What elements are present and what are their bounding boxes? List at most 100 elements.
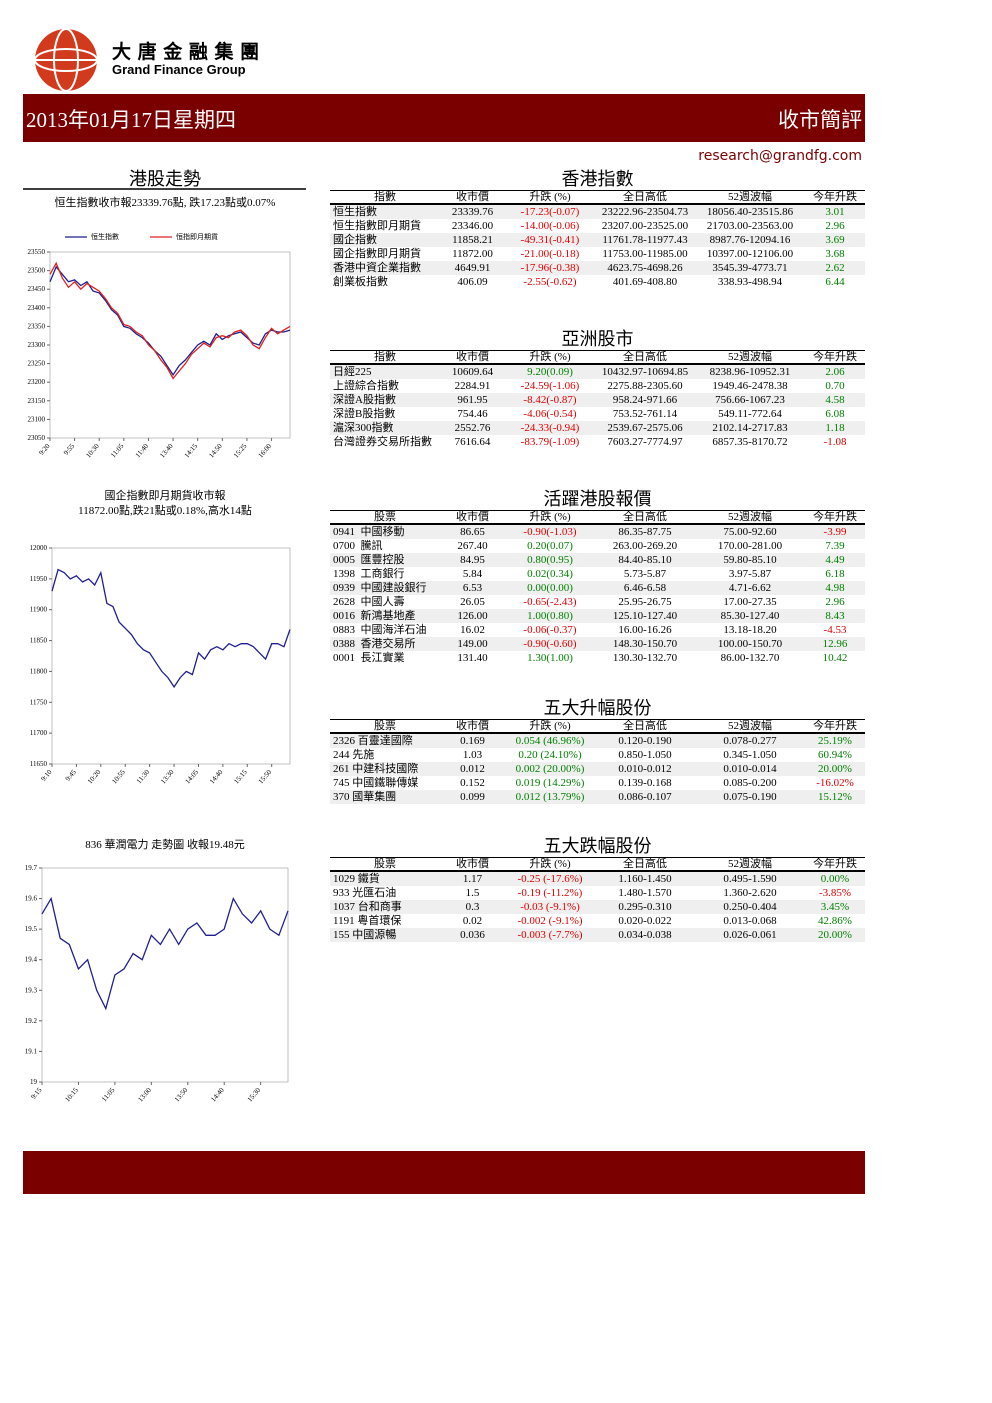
y-tick-label: 19.1 bbox=[25, 1047, 38, 1055]
header-row: 指數 收市價 升跌 (%) 全日高低 52週波幅 今年升跌 bbox=[330, 350, 865, 365]
table-cell: 0.250-0.404 bbox=[695, 900, 805, 914]
x-tick-label: 9:15 bbox=[29, 1086, 43, 1101]
table-row: 滬深300指數 2552.76 -24.33(-0.94) 2539.67-2575.… bbox=[330, 421, 865, 435]
table-cell: 0.020-0.022 bbox=[618, 915, 672, 927]
table-cell: 1.03 bbox=[462, 749, 483, 761]
table-cell: 2.96 bbox=[825, 596, 845, 608]
table-row: 0388 香港交易所 149.00 -0.90(-0.60) 148.30-150.7… bbox=[330, 637, 865, 651]
table-cell: 401.69-408.80 bbox=[612, 276, 678, 288]
table-cell: 1.30(1.00) bbox=[527, 652, 573, 664]
y-tick-label: 19.3 bbox=[25, 986, 38, 994]
table-cell: 0.086-0.107 bbox=[595, 790, 695, 804]
x-tick-label: 13:30 bbox=[159, 768, 176, 786]
table-row: 745 中國鐵聯傳媒 0.152 0.019 (14.29%) 0.139-0.168… bbox=[330, 776, 865, 790]
table-cell: 香港中資企業指數 bbox=[330, 261, 440, 275]
table-cell: 261 中建科技國際 bbox=[330, 762, 440, 776]
column-header: 全日高低 bbox=[595, 350, 695, 365]
table-cell: 11858.21 bbox=[440, 233, 505, 247]
header-row: 股票 收市價 升跌 (%) 全日高低 52週波幅 今年升跌 bbox=[330, 857, 865, 872]
table-cell: 2628 中國人壽 bbox=[333, 596, 405, 608]
table-cell: 0.70 bbox=[825, 380, 845, 392]
header-band bbox=[23, 94, 865, 142]
table-row: 0001 長江實業 131.40 1.30(1.00) 130.30-132.70 86… bbox=[330, 651, 865, 665]
table-cell: 20.00% bbox=[805, 928, 865, 942]
x-tick-label: 9:20 bbox=[37, 442, 51, 457]
table-cell: 1029 鐵貨 bbox=[330, 871, 440, 886]
table-row: 155 中國源暢 0.036 -0.003 (-7.7%) 0.034-0.038 0.… bbox=[330, 928, 865, 942]
x-tick-label: 10:30 bbox=[84, 442, 101, 460]
y-tick-label: 19 bbox=[30, 1078, 38, 1086]
series-line bbox=[51, 568, 291, 689]
x-tick-label: 13:00 bbox=[136, 1086, 153, 1104]
table-cell: 2284.91 bbox=[454, 380, 491, 392]
table-cell: 100.00-150.70 bbox=[695, 637, 805, 651]
y-tick-label: 11950 bbox=[30, 575, 48, 583]
x-tick-label: 15:25 bbox=[232, 442, 249, 460]
table-cell: -83.79(-1.09) bbox=[520, 436, 580, 448]
y-tick-label: 19.5 bbox=[25, 925, 38, 933]
column-header: 收市價 bbox=[440, 857, 505, 872]
y-tick-label: 11900 bbox=[30, 606, 48, 614]
table-cell: 84.40-85.10 bbox=[595, 553, 695, 567]
table-cell: 3.69 bbox=[805, 233, 865, 247]
table-cell: 2.06 bbox=[805, 364, 865, 379]
y-tick-label: 23300 bbox=[28, 341, 46, 349]
y-tick-label: 11700 bbox=[30, 729, 48, 737]
plot-frame bbox=[51, 547, 291, 765]
y-tick-label: 19.7 bbox=[25, 864, 38, 872]
table-cell: 130.30-132.70 bbox=[612, 652, 678, 664]
table-cell: 0.075-0.190 bbox=[695, 790, 805, 804]
y-tick-label: 23350 bbox=[28, 322, 46, 330]
column-header: 今年升跌 bbox=[805, 719, 865, 734]
table-cell: 86.35-87.75 bbox=[595, 524, 695, 539]
table-cell: 0.495-1.590 bbox=[695, 871, 805, 886]
table-cell: 753.52-761.14 bbox=[612, 408, 678, 420]
column-header: 今年升跌 bbox=[805, 190, 865, 205]
header-row: 指數 收市價 升跌 (%) 全日高低 52週波幅 今年升跌 bbox=[330, 190, 865, 205]
table-cell: -21.00(-0.18) bbox=[520, 248, 580, 260]
table-cell: 25.95-26.75 bbox=[618, 596, 672, 608]
table-cell: 75.00-92.60 bbox=[695, 524, 805, 539]
x-tick-label: 10:20 bbox=[86, 768, 103, 786]
table-cell: 國企指數 bbox=[330, 233, 440, 247]
table-cell: -8.42(-0.87) bbox=[505, 393, 595, 407]
table-cell: 0700 騰訊 bbox=[333, 540, 383, 552]
column-header: 升跌 (%) bbox=[505, 350, 595, 365]
table-cell: 0.20(0.07) bbox=[527, 540, 573, 552]
table-cell: 59.80-85.10 bbox=[695, 553, 805, 567]
table-cell: 263.00-269.20 bbox=[612, 540, 678, 552]
table-cell: -0.06(-0.37) bbox=[523, 624, 577, 636]
table-cell: 1037 台和商事 bbox=[330, 900, 440, 914]
chart-title: 國企指數即月期貨收市報 bbox=[105, 488, 226, 502]
table-cell: 149.00 bbox=[440, 637, 505, 651]
table-cell: 0.3 bbox=[440, 900, 505, 914]
table-row: 261 中建科技國際 0.012 0.002 (20.00%) 0.010-0.012… bbox=[330, 762, 865, 776]
table-cell: 933 光匯石油 bbox=[333, 887, 397, 899]
table-cell: 338.93-498.94 bbox=[717, 276, 783, 288]
table-cell: 0.80(0.95) bbox=[505, 553, 595, 567]
table-cell: -0.65(-2.43) bbox=[523, 596, 577, 608]
table-block: 活躍港股報價 股票 收市價 升跌 (%) 全日高低 52週波幅 今年升跌 0941 中國移動 8… bbox=[330, 488, 865, 665]
table-row: 2628 中國人壽 26.05 -0.65(-2.43) 25.95-26.75 17.… bbox=[330, 595, 865, 609]
table-cell: -0.90(-0.60) bbox=[505, 637, 595, 651]
x-tick-label: 15:15 bbox=[232, 768, 249, 786]
table-cell: 745 中國鐵聯傳媒 bbox=[333, 777, 419, 789]
y-tick-label: 23500 bbox=[28, 267, 46, 275]
table-heading: 活躍港股報價 bbox=[543, 489, 652, 509]
table-cell: 754.46 bbox=[457, 408, 488, 420]
table-cell: 9.20(0.09) bbox=[505, 364, 595, 379]
x-tick-label: 13:40 bbox=[158, 442, 175, 460]
column-header: 今年升跌 bbox=[805, 350, 865, 365]
table-cell: 3.68 bbox=[825, 248, 845, 260]
left-heading: 港股走勢 bbox=[129, 169, 201, 189]
table-cell: 0.02(0.34) bbox=[527, 568, 573, 580]
x-tick-label: 9:55 bbox=[62, 442, 76, 457]
date: 2013年01月17日星期四 bbox=[26, 108, 236, 132]
table-cell: 0.012 bbox=[440, 762, 505, 776]
x-tick-label: 15:50 bbox=[257, 768, 274, 786]
table-cell: 0.295-0.310 bbox=[595, 900, 695, 914]
table-cell: 4.71-6.62 bbox=[695, 581, 805, 595]
table-cell: 7616.64 bbox=[454, 436, 491, 448]
table-cell: 23222.96-23504.73 bbox=[595, 204, 695, 219]
data-table: 指數 收市價 升跌 (%) 全日高低 52週波幅 今年升跌 日經225 10609.64 9.2… bbox=[330, 350, 865, 449]
